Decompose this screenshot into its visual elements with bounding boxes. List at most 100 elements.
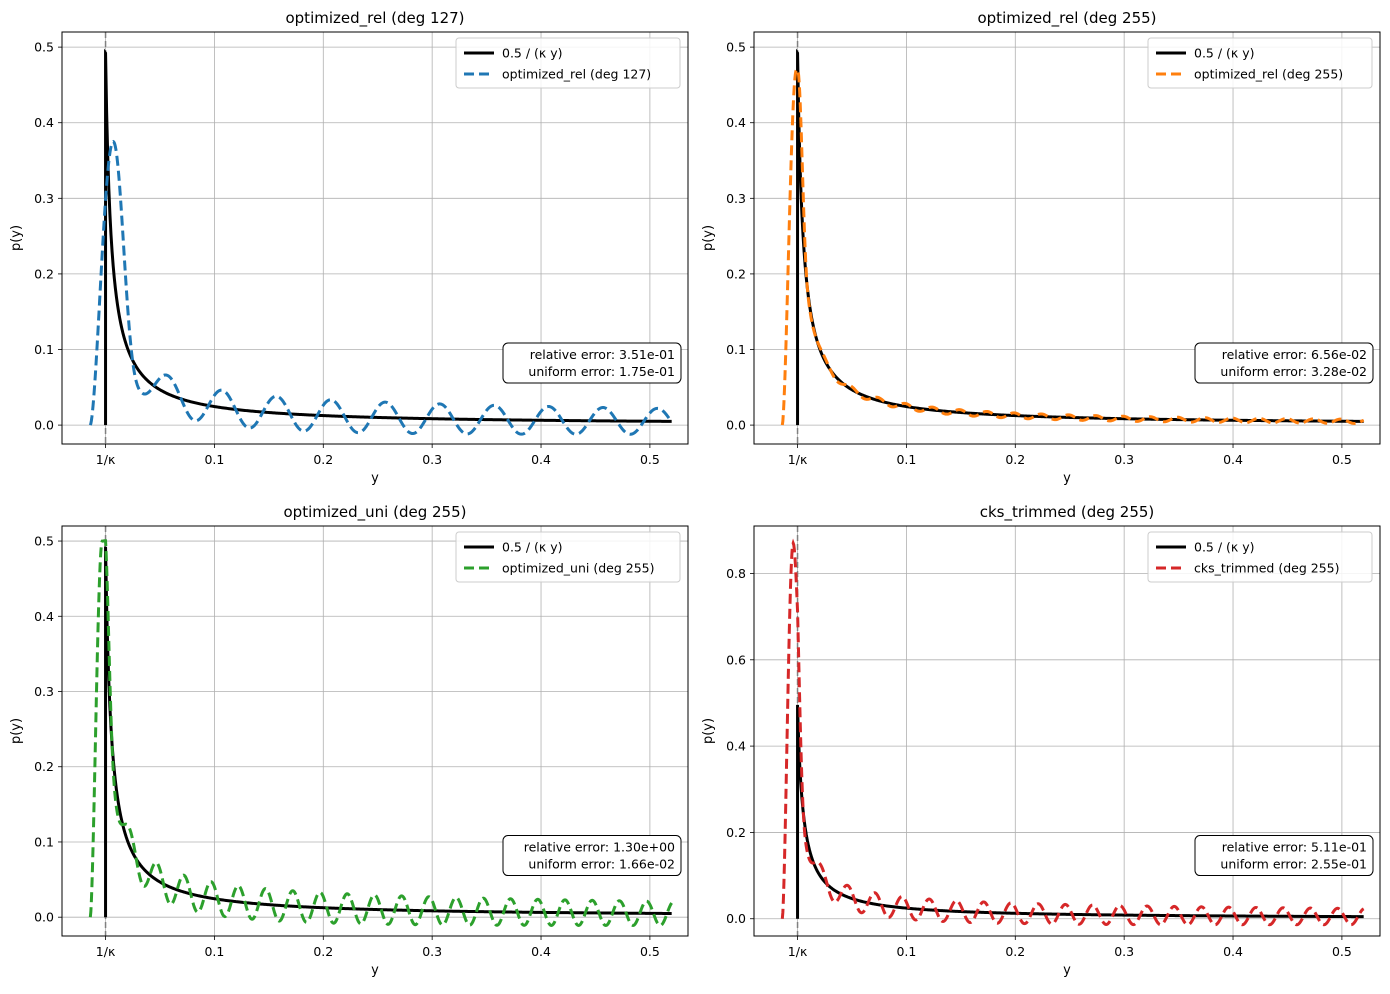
y-axis-label: p(y)	[9, 225, 24, 251]
x-tick-label: 0.1	[896, 944, 916, 959]
y-tick-label: 0.8	[726, 566, 746, 581]
error-annotation: relative error: 1.30e+00 uniform error: 1…	[502, 835, 682, 877]
x-tick-label: 0.5	[1332, 944, 1352, 959]
x-tick-label: 0.2	[313, 452, 333, 467]
y-tick-label: 0.5	[726, 40, 746, 55]
y-tick-label: 0.0	[34, 418, 54, 433]
legend: 0.5 / (κ y) cks_trimmed (deg 255)	[1147, 531, 1373, 583]
legend-label-approx: optimized_uni (deg 255)	[502, 561, 654, 576]
y-tick-label: 0.0	[726, 418, 746, 433]
y-tick-label: 0.4	[34, 115, 54, 130]
x-axis-label: y	[1063, 963, 1071, 978]
y-tick-label: 0.5	[34, 534, 54, 549]
relative-error-text: relative error: 3.51e-01	[530, 347, 675, 362]
x-tick-label: 0.3	[1114, 944, 1134, 959]
y-tick-label: 0.2	[34, 759, 54, 774]
x-tick-label: 1/κ	[96, 944, 116, 959]
y-tick-label: 0.2	[34, 266, 54, 281]
approx-series-line	[780, 538, 1365, 927]
x-axis-label: y	[371, 963, 379, 978]
axes-frame	[753, 31, 1381, 445]
ticks: 1/κ 0.1 0.2 0.3 0.4 0.5 0.0 0.1 0.2 0.3 0.4 0.5	[34, 40, 660, 467]
x-tick-label: 0.1	[204, 452, 224, 467]
x-tick-label: 0.2	[1005, 452, 1025, 467]
x-tick-label: 1/κ	[788, 452, 808, 467]
uniform-error-text: uniform error: 3.28e-02	[1220, 364, 1367, 379]
error-annotation: relative error: 3.51e-01 uniform error: 1…	[502, 342, 682, 384]
x-tick-label: 0.5	[640, 944, 660, 959]
x-tick-label: 0.2	[1005, 944, 1025, 959]
error-annotation: relative error: 5.11e-01 uniform error: 2…	[1194, 835, 1374, 877]
y-tick-label: 0.1	[34, 834, 54, 849]
y-tick-label: 0.2	[726, 825, 746, 840]
subplot-1: 1/κ 0.1 0.2 0.3 0.4 0.5 0.0 0.1 0.2 0.3 0.4 0.5 y p(y…	[9, 9, 689, 486]
relative-error-text: relative error: 5.11e-01	[1222, 840, 1367, 855]
y-tick-label: 0.4	[726, 115, 746, 130]
curves	[780, 48, 1365, 426]
y-tick-label: 0.3	[34, 684, 54, 699]
y-tick-label: 0.3	[34, 191, 54, 206]
curves	[88, 48, 673, 436]
axes-frame	[753, 525, 1381, 937]
subplot-4: 1/κ 0.1 0.2 0.3 0.4 0.5 0.0 0.2 0.4 0.6 0.8 y p(y) ck…	[701, 503, 1381, 978]
x-tick-label: 0.4	[531, 452, 551, 467]
legend-label-reference: 0.5 / (κ y)	[502, 46, 563, 61]
curves	[780, 538, 1365, 927]
x-tick-label: 0.4	[1223, 944, 1243, 959]
legend-label-approx: cks_trimmed (deg 255)	[1194, 561, 1339, 576]
y-tick-label: 0.1	[34, 342, 54, 357]
x-tick-label: 0.4	[1223, 452, 1243, 467]
legend: 0.5 / (κ y) optimized_uni (deg 255)	[455, 531, 681, 583]
x-tick-label: 0.5	[1332, 452, 1352, 467]
subplot-title: optimized_uni (deg 255)	[284, 503, 467, 522]
y-tick-label: 0.6	[726, 652, 746, 667]
x-tick-label: 0.4	[531, 944, 551, 959]
reference-series-line	[104, 48, 672, 426]
x-tick-label: 0.1	[896, 452, 916, 467]
y-axis-label: p(y)	[701, 225, 716, 251]
y-axis-label: p(y)	[701, 718, 716, 744]
legend: 0.5 / (κ y) optimized_rel (deg 255)	[1147, 37, 1373, 89]
y-tick-label: 0.4	[34, 609, 54, 624]
legend-label-approx: optimized_rel (deg 127)	[502, 67, 651, 82]
approx-series-line	[780, 67, 1365, 426]
curves	[88, 539, 673, 927]
x-tick-label: 0.5	[640, 452, 660, 467]
approx-series-line	[88, 139, 673, 436]
legend-label-reference: 0.5 / (κ y)	[1194, 540, 1255, 555]
subplot-2: 1/κ 0.1 0.2 0.3 0.4 0.5 0.0 0.1 0.2 0.3 0.4 0.5 y p(y…	[701, 9, 1381, 486]
x-tick-label: 0.3	[1114, 452, 1134, 467]
y-tick-label: 0.1	[726, 342, 746, 357]
y-tick-label: 0.5	[34, 40, 54, 55]
x-tick-label: 1/κ	[96, 452, 116, 467]
y-tick-label: 0.2	[726, 266, 746, 281]
reference-series-line	[796, 704, 1364, 919]
x-tick-label: 0.2	[313, 944, 333, 959]
ticks: 1/κ 0.1 0.2 0.3 0.4 0.5 0.0 0.2 0.4 0.6 0.8	[726, 566, 1352, 959]
legend-label-approx: optimized_rel (deg 255)	[1194, 67, 1343, 82]
grid	[62, 32, 688, 444]
ticks: 1/κ 0.1 0.2 0.3 0.4 0.5 0.0 0.1 0.2 0.3 0.4 0.5	[726, 40, 1352, 467]
approx-series-line	[88, 539, 673, 927]
y-axis-label: p(y)	[9, 718, 24, 744]
x-tick-label: 1/κ	[788, 944, 808, 959]
ticks: 1/κ 0.1 0.2 0.3 0.4 0.5 0.0 0.1 0.2 0.3 0.4 0.5	[34, 534, 660, 959]
x-tick-label: 0.3	[422, 944, 442, 959]
x-tick-label: 0.3	[422, 452, 442, 467]
reference-series-line	[104, 546, 672, 918]
x-tick-label: 0.1	[204, 944, 224, 959]
y-tick-label: 0.3	[726, 191, 746, 206]
legend-label-reference: 0.5 / (κ y)	[502, 540, 563, 555]
relative-error-text: relative error: 6.56e-02	[1222, 347, 1367, 362]
subplot-title: cks_trimmed (deg 255)	[980, 503, 1155, 522]
axes-frame	[61, 31, 689, 445]
legend: 0.5 / (κ y) optimized_rel (deg 127)	[455, 37, 681, 89]
axes-frame	[61, 525, 689, 937]
y-tick-label: 0.4	[726, 739, 746, 754]
uniform-error-text: uniform error: 2.55e-01	[1220, 857, 1367, 872]
subplot-3: 1/κ 0.1 0.2 0.3 0.4 0.5 0.0 0.1 0.2 0.3 0.4 0.5 y p(y…	[9, 503, 689, 978]
uniform-error-text: uniform error: 1.66e-02	[528, 857, 675, 872]
error-annotation: relative error: 6.56e-02 uniform error: 3…	[1194, 342, 1374, 384]
y-tick-label: 0.0	[34, 910, 54, 925]
uniform-error-text: uniform error: 1.75e-01	[528, 364, 675, 379]
